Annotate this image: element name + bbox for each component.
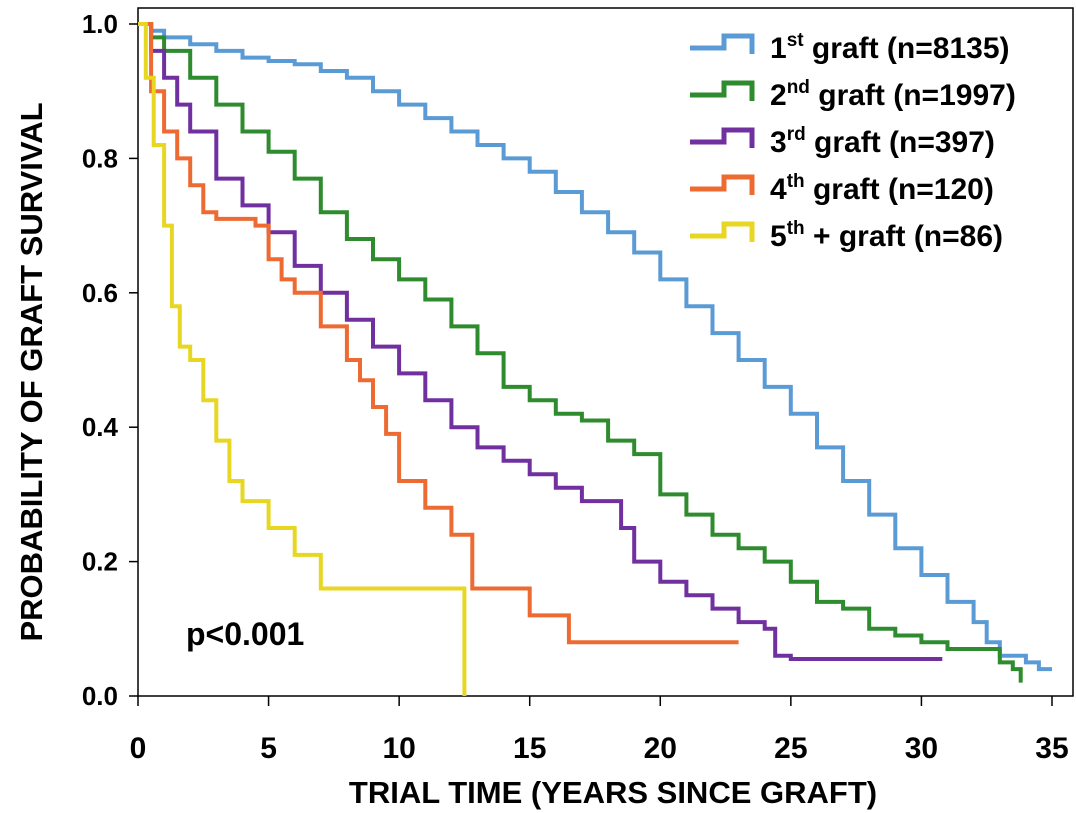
plot-area-frame bbox=[137, 7, 1074, 697]
legend-swatch bbox=[690, 33, 755, 54]
x-tick-label: 20 bbox=[644, 732, 677, 765]
x-tick-label: 25 bbox=[774, 732, 807, 765]
legend-label-number: 2 bbox=[770, 79, 787, 112]
legend: 1st graft (n=8135) 2nd graft (n=1997) 3rd … bbox=[690, 30, 1016, 253]
y-axis-title: PROBABILITY OF GRAFT SURVIVAL bbox=[14, 102, 49, 641]
legend-label-number: 3 bbox=[770, 126, 787, 159]
legend-label-number: 4 bbox=[770, 173, 787, 206]
legend-label-text: graft (n=1997) bbox=[810, 79, 1016, 112]
legend-label-superscript: nd bbox=[787, 77, 810, 98]
legend-label-text: graft (n=8135) bbox=[804, 32, 1010, 65]
legend-label-number: 1 bbox=[770, 32, 787, 65]
legend-label-text: graft (n=120) bbox=[805, 173, 994, 206]
legend-label-text: + graft (n=86) bbox=[805, 220, 1003, 253]
legend-label: 1st graft (n=8135) bbox=[770, 30, 1010, 65]
legend-label: 5th + graft (n=86) bbox=[770, 218, 1003, 253]
y-tick-label: 0.6 bbox=[82, 278, 118, 308]
legend-label-number: 5 bbox=[770, 220, 787, 253]
series-line-3 bbox=[138, 22, 943, 661]
series-line-1 bbox=[138, 22, 1052, 672]
y-tick-label: 0.8 bbox=[82, 143, 118, 173]
x-axis-title: TRIAL TIME (YEARS SINCE GRAFT) bbox=[349, 775, 877, 810]
legend-label: 2nd graft (n=1997) bbox=[770, 77, 1016, 112]
y-tick-label: 1.0 bbox=[82, 9, 118, 39]
legend-swatch bbox=[690, 80, 755, 101]
series-line-5 bbox=[138, 22, 467, 696]
legend-label-superscript: rd bbox=[787, 124, 806, 145]
x-tick-label: 10 bbox=[382, 732, 415, 765]
y-axis: 0.0 0.2 0.4 0.6 0.8 1.0 bbox=[82, 9, 138, 711]
x-axis: 0 5 10 15 20 25 30 35 bbox=[130, 696, 1069, 765]
legend-label-superscript: th bbox=[787, 171, 805, 192]
legend-label: 4th graft (n=120) bbox=[770, 171, 994, 206]
legend-swatch bbox=[690, 174, 755, 195]
legend-label-text: graft (n=397) bbox=[806, 126, 995, 159]
x-tick-label: 35 bbox=[1035, 732, 1068, 765]
series-line-2 bbox=[138, 22, 1023, 683]
x-tick-label: 30 bbox=[905, 732, 938, 765]
legend-swatch bbox=[690, 221, 755, 242]
y-tick-label: 0.0 bbox=[82, 681, 118, 711]
legend-label-superscript: st bbox=[787, 30, 805, 51]
x-tick-label: 5 bbox=[260, 732, 277, 765]
legend-label-superscript: th bbox=[787, 218, 805, 239]
series-lines bbox=[138, 22, 1052, 696]
x-tick-label: 0 bbox=[130, 732, 147, 765]
x-tick-label: 15 bbox=[513, 732, 546, 765]
legend-swatch bbox=[690, 127, 755, 148]
y-tick-label: 0.2 bbox=[82, 547, 118, 577]
legend-label: 3rd graft (n=397) bbox=[770, 124, 995, 159]
y-tick-label: 0.4 bbox=[82, 412, 119, 442]
p-value-annotation: p<0.001 bbox=[186, 616, 304, 652]
series-line-4 bbox=[138, 22, 739, 645]
